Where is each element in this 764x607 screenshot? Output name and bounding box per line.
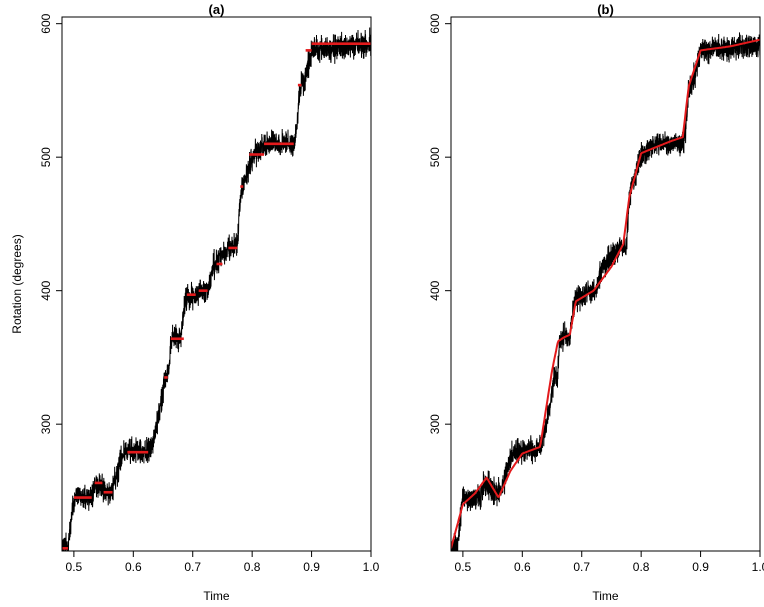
panel-b: 0.5 0.6 0.7 0.8 0.9 1.0 300 400 500 600 (b) Time bbox=[428, 2, 764, 603]
x-tick-label: 0.6 bbox=[125, 560, 142, 574]
y-axis-label: Rotation (degrees) bbox=[10, 234, 24, 333]
x-tick-label: 0.8 bbox=[244, 560, 261, 574]
x-axis-label: Time bbox=[203, 589, 230, 603]
y-tick-label: 400 bbox=[428, 280, 442, 300]
series-smooth-fit bbox=[451, 38, 760, 549]
series-raw-trace bbox=[62, 27, 371, 551]
x-tick-label: 0.5 bbox=[455, 560, 472, 574]
chart-title: (b) bbox=[597, 2, 614, 17]
x-tick-label: 0.5 bbox=[66, 560, 83, 574]
plot-area bbox=[451, 32, 760, 551]
x-tick-label: 0.7 bbox=[573, 560, 590, 574]
x-axis-label: Time bbox=[592, 589, 619, 603]
plot-frame bbox=[450, 16, 761, 552]
x-tick-label: 0.9 bbox=[303, 560, 320, 574]
plot-frame bbox=[61, 16, 372, 552]
x-tick-label: 1.0 bbox=[363, 560, 380, 574]
chart-title: (a) bbox=[209, 2, 225, 17]
y-tick-label: 500 bbox=[428, 147, 442, 167]
x-tick-label: 0.8 bbox=[633, 560, 650, 574]
y-tick-label: 300 bbox=[428, 414, 442, 434]
y-tick-label: 400 bbox=[39, 280, 53, 300]
y-tick-label: 600 bbox=[39, 13, 53, 33]
y-tick-label: 600 bbox=[428, 13, 442, 33]
x-tick-label: 0.9 bbox=[692, 560, 709, 574]
plot-area bbox=[62, 27, 371, 551]
panel-a: 0.5 0.6 0.7 0.8 0.9 1.0 300 400 500 600 (a) Time Rot… bbox=[10, 2, 380, 603]
series-raw-trace bbox=[451, 32, 760, 551]
x-tick-label: 0.6 bbox=[514, 560, 531, 574]
x-tick-label: 0.7 bbox=[184, 560, 201, 574]
y-tick-label: 300 bbox=[39, 414, 53, 434]
y-tick-label: 500 bbox=[39, 147, 53, 167]
x-tick-label: 1.0 bbox=[752, 560, 764, 574]
